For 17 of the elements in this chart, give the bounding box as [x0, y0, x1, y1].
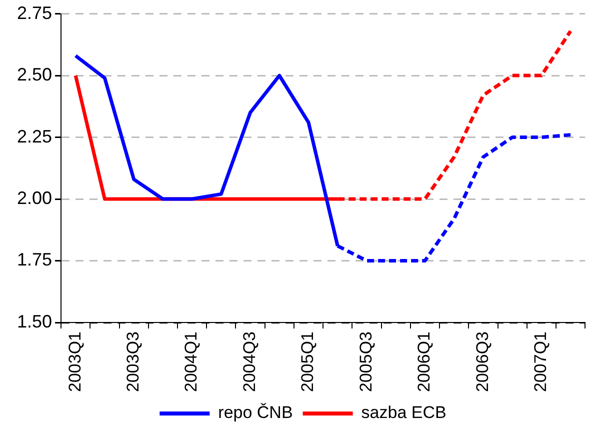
x-tick-label: 2004Q3 [240, 332, 259, 392]
x-tick-label: 2006Q1 [414, 332, 434, 392]
x-tick-label: 2007Q1 [531, 332, 550, 392]
x-tick-label: 2003Q3 [124, 332, 143, 392]
x-tick-label: 2004Q1 [182, 332, 201, 392]
x-tick-label: 2006Q3 [472, 332, 492, 392]
legend-label: sazba ECB [361, 403, 446, 422]
x-tick-label: 2003Q1 [65, 332, 84, 392]
y-tick-label: 2.00 [16, 188, 52, 208]
y-tick-label: 2.25 [16, 126, 52, 146]
y-tick-label: 2.75 [16, 2, 52, 23]
y-tick-label: 1.75 [16, 250, 52, 270]
y-tick-label: 2.50 [16, 64, 52, 85]
legend-label: repo ČNB [218, 403, 293, 422]
x-tick-label: 2005Q3 [356, 332, 376, 392]
x-tick-label: 2005Q1 [298, 332, 318, 392]
y-tick-label: 1.50 [16, 311, 52, 332]
